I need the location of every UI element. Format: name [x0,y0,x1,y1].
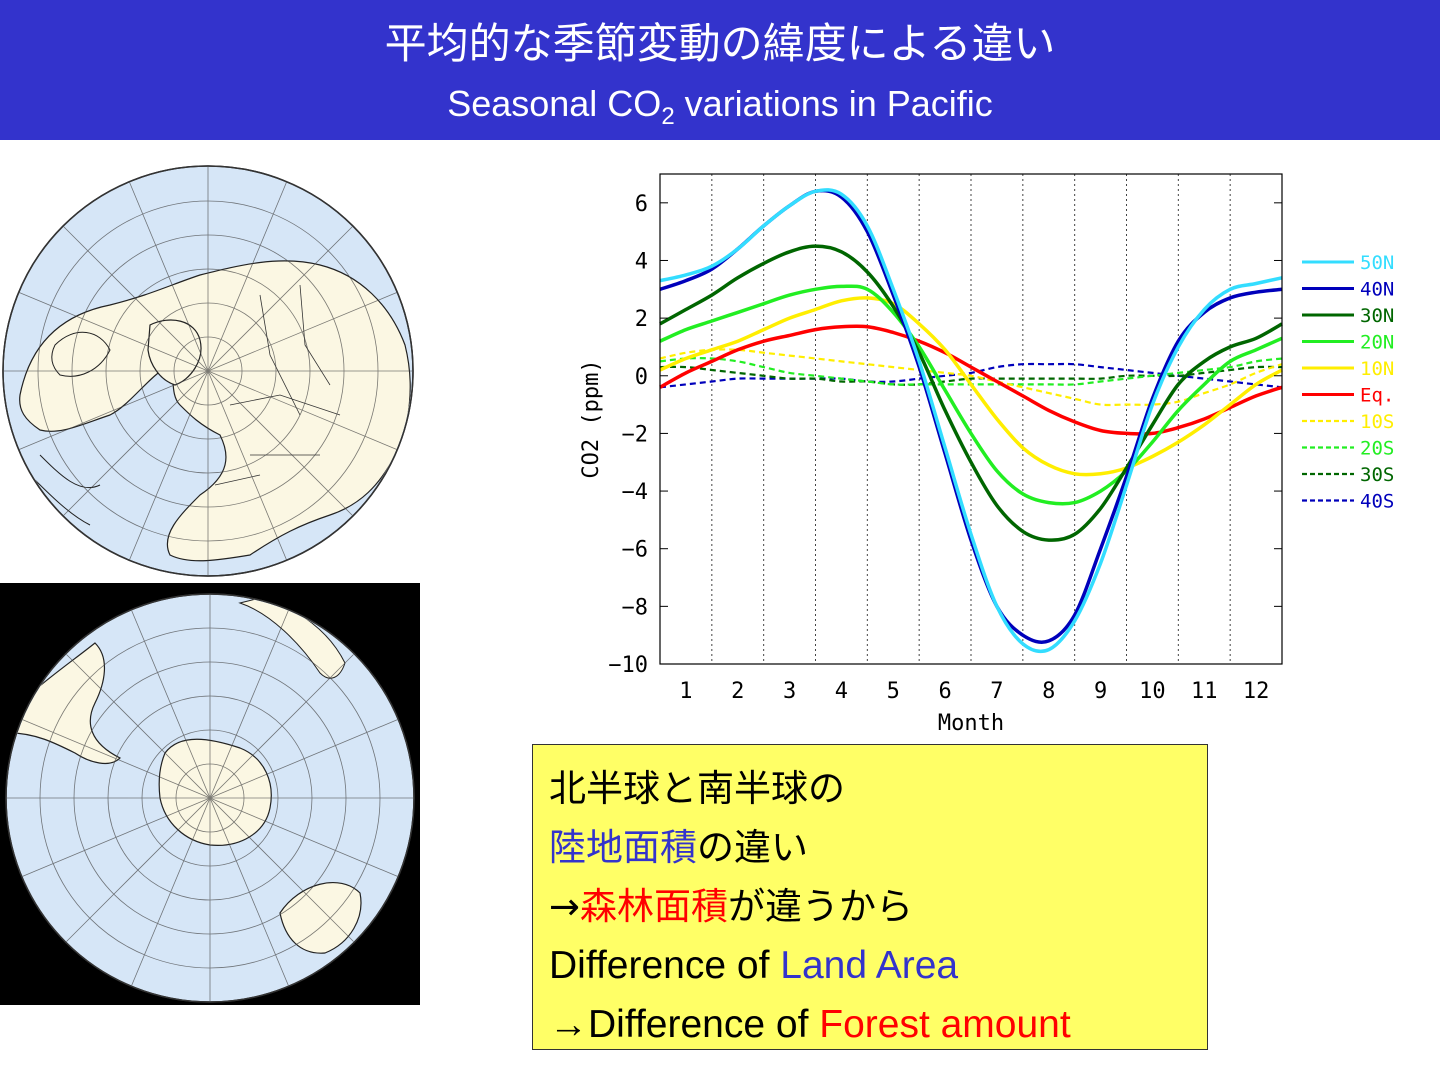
note-line-4-text: Difference of [549,944,781,987]
y-axis-label: CO2 (ppm) [579,359,604,478]
x-tick-label: 1 [679,679,692,704]
legend-label: 10N [1360,358,1394,380]
arrow-icon: → [549,1003,588,1046]
map-south [0,583,420,1005]
note-line-3: →森林面積が違うから [549,877,1191,936]
y-tick-label: 2 [635,307,648,332]
x-tick-label: 6 [938,679,951,704]
forest-area-jp: 森林面積 [580,885,729,928]
x-tick-label: 10 [1139,679,1166,704]
legend-label: 50N [1360,252,1394,274]
series-line-40S [659,362,1283,389]
legend-label: 30N [1360,305,1394,327]
x-tick-label: 7 [990,679,1003,704]
x-axis-label: Month [938,711,1004,736]
y-tick-label: −10 [608,653,648,678]
legend: 50N 40N 30N 20N 10N Eq. 10S 20S 30S 40S [1302,252,1394,513]
legend-label: Eq. [1360,385,1394,407]
note-line-1-text: 北半球と南半球の [549,767,845,810]
y-tick-label: −6 [622,538,649,563]
series-line-Eq [659,324,1283,436]
forest-amount-en: Forest amount [819,1003,1071,1046]
x-tick-label: 11 [1191,679,1218,704]
arrow-icon: → [549,885,581,928]
x-tick-label: 2 [731,679,744,704]
series-line-20N [659,284,1283,506]
y-tick-label: −4 [622,480,649,505]
legend-label: 40N [1360,279,1394,301]
legend-label: 20S [1360,438,1394,460]
grid-lines [711,174,1231,664]
note-line-3-rest: が違うから [728,885,914,928]
explanation-box: 北半球と南半球の 陸地面積の違い →森林面積が違うから Difference o… [532,744,1208,1050]
x-tick-label: 12 [1243,679,1270,704]
legend-label: 40S [1360,491,1394,513]
series-line-50N [659,188,1283,654]
note-line-4: Difference of Land Area [549,936,1191,995]
y-tick-label: −8 [622,595,649,620]
note-line-2: 陸地面積の違い [549,818,1191,877]
x-tick-label: 9 [1094,679,1107,704]
y-tick-label: 4 [635,249,648,274]
y-tick-label: 0 [635,365,648,390]
title-japanese: 平均的な季節変動の緯度による違い [384,19,1056,68]
land-area-en: Land Area [780,944,959,987]
land-area-jp: 陸地面積 [549,826,697,869]
title-english: Seasonal CO2 variations in Pacific [0,80,1440,141]
legend-label: 20N [1360,332,1394,354]
series-lines [659,188,1283,654]
y-tick-label: −2 [622,422,649,447]
map-north [2,165,414,577]
x-tick-label: 5 [887,679,900,704]
legend-label: 30S [1360,464,1394,486]
plot-frame [659,173,1283,665]
title-en-subscript: 2 [661,103,675,130]
series-line-10S [659,348,1283,407]
legend-label: 10S [1360,411,1394,433]
note-line-2-rest: の違い [697,826,808,869]
hemisphere-maps [0,155,420,1005]
title-en-suffix: variations in Pacific [674,83,993,124]
x-tick-label: 8 [1042,679,1055,704]
title-en-prefix: Seasonal CO [447,83,662,124]
series-line-10N [659,296,1283,477]
series-line-30N [659,244,1283,542]
series-line-30S [659,365,1283,386]
note-line-1: 北半球と南半球の [549,759,1191,818]
x-tick-label: 3 [783,679,796,704]
note-line-5: →Difference of Forest amount [549,995,1191,1054]
x-tick-label: 4 [835,679,848,704]
title-bar: 平均的な季節変動の緯度による違い Seasonal CO2 variations… [0,0,1440,140]
note-line-5-text: Difference of [588,1003,820,1046]
y-tick-label: 6 [635,192,648,217]
